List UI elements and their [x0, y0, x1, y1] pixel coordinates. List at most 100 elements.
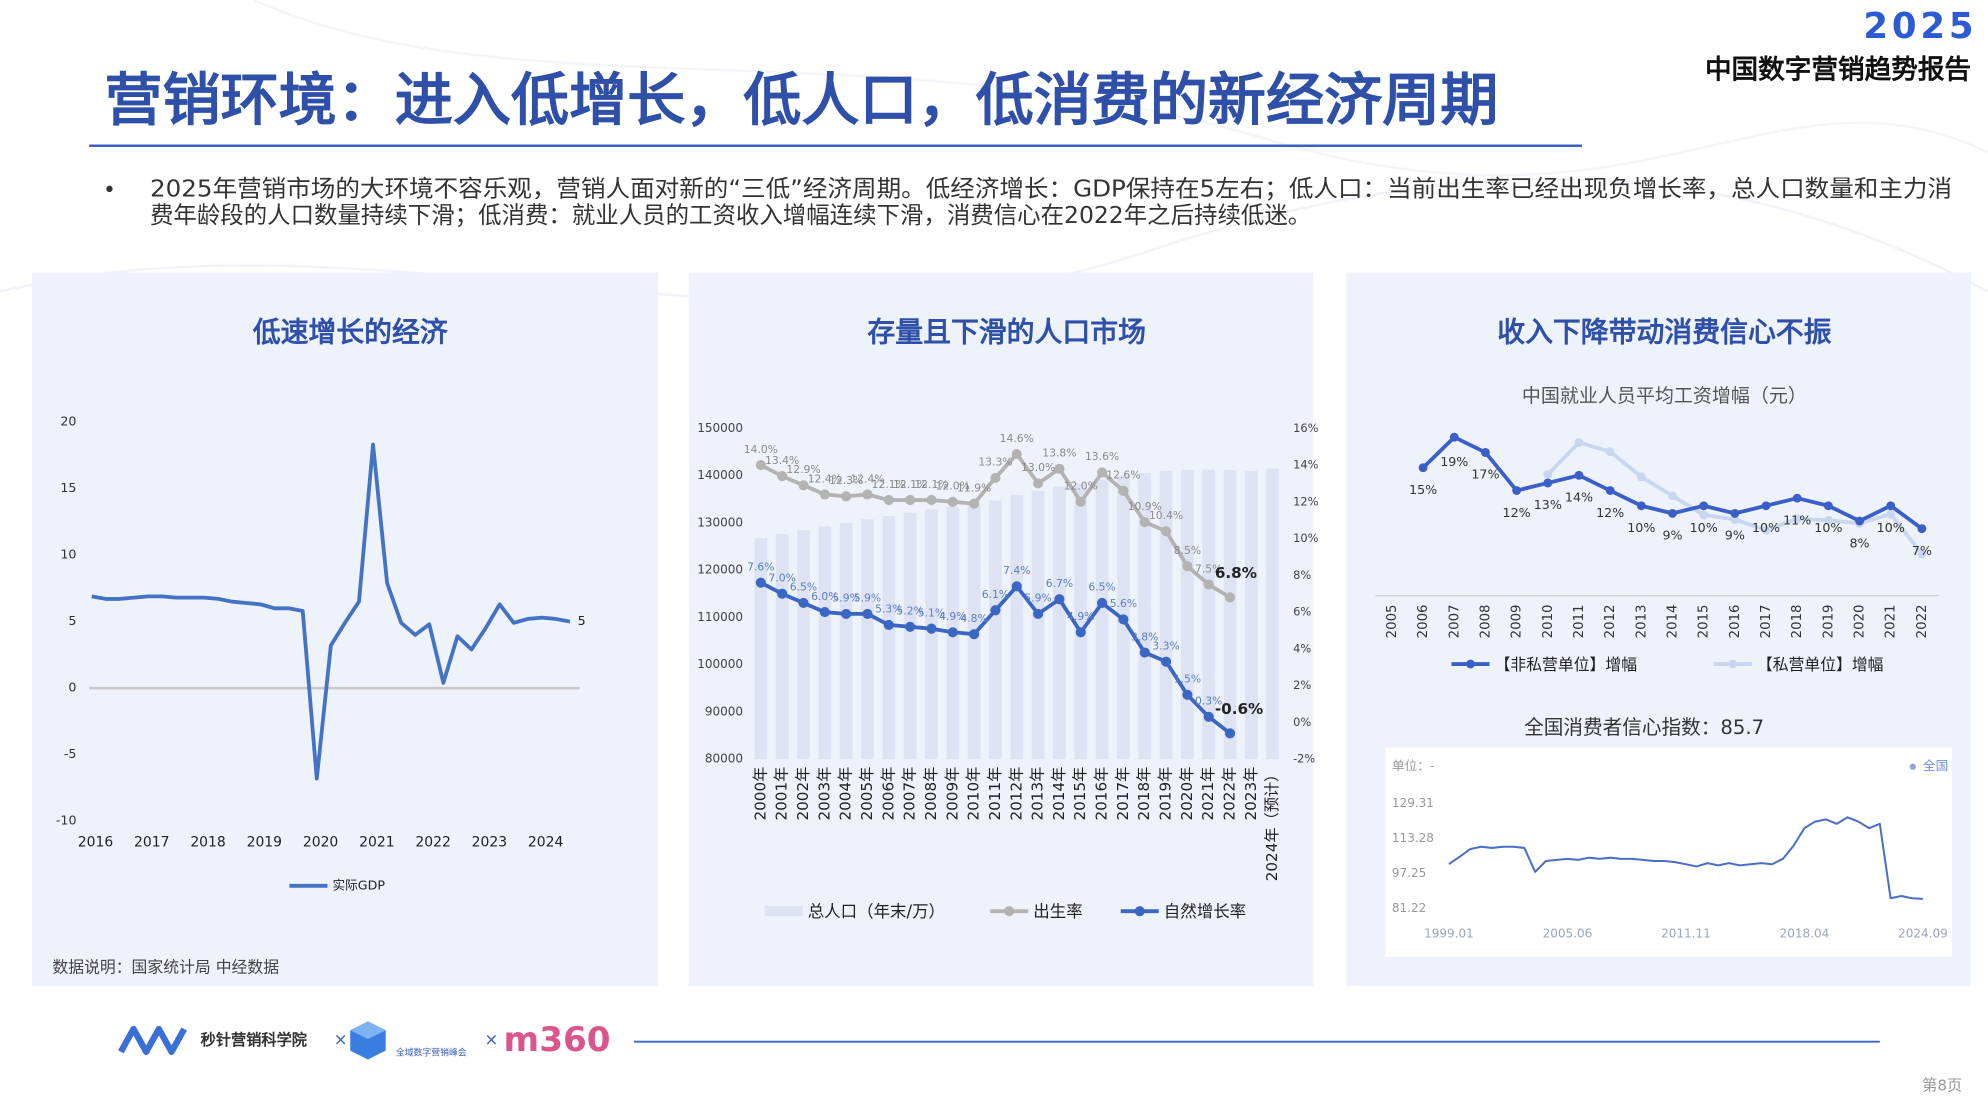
- legend-label: 【非私营单位】增幅: [1495, 655, 1638, 674]
- data-label: 11%: [1783, 512, 1811, 527]
- x-tick-label: 2017年: [1114, 767, 1132, 821]
- data-label: 5.2%: [896, 605, 923, 618]
- point: [798, 480, 809, 491]
- data-label: 10%: [1627, 520, 1655, 535]
- point: [1543, 478, 1553, 488]
- y-tick-label: 110000: [697, 610, 743, 624]
- x-tick-label: 2008年: [922, 767, 940, 821]
- x-tick-label: 2023年: [1242, 767, 1260, 821]
- x-tick-label: 2004年: [837, 767, 855, 821]
- inner-chart-box: [1385, 747, 1953, 957]
- point: [1823, 515, 1833, 525]
- point: [1792, 493, 1802, 503]
- point: [926, 494, 937, 506]
- slide-title: 营销环境：进入低增长，低人口，低消费的新经济周期: [104, 68, 1498, 134]
- y2-tick-label: 8%: [1293, 568, 1311, 582]
- legend-marker: [1728, 659, 1738, 669]
- x-tick-label: 2015年: [1071, 767, 1089, 821]
- data-label: 9%: [1662, 528, 1682, 543]
- x-tick-label: 2003年: [815, 767, 833, 821]
- point: [1118, 614, 1129, 625]
- x-tick-label: 2000年: [751, 767, 769, 821]
- chart-title: 收入下降带动消费信心不振: [1497, 315, 1831, 348]
- x-tick-label: 2001年: [773, 767, 791, 821]
- legend-label: 出生率: [1033, 902, 1082, 921]
- legend-label: 全国: [1923, 758, 1948, 773]
- y2-tick-label: 10%: [1293, 531, 1318, 545]
- data-label: 7%: [1912, 543, 1932, 558]
- point: [755, 577, 766, 588]
- legend-marker: [1004, 906, 1015, 917]
- x-tick-label: 2018: [190, 835, 225, 851]
- point: [1160, 526, 1172, 537]
- point: [1823, 501, 1833, 511]
- legend-label: 【私营单位】增幅: [1757, 655, 1884, 674]
- point: [1699, 501, 1709, 511]
- point: [1636, 472, 1646, 482]
- x-tick-label: 2007: [1447, 604, 1462, 638]
- y-tick-label: 150000: [697, 421, 743, 435]
- x-tick-label: 2012: [1603, 604, 1618, 638]
- panel: [32, 272, 659, 986]
- x-tick-label: 2013: [1634, 604, 1649, 638]
- point: [947, 496, 958, 507]
- legend-label: 实际GDP: [332, 877, 385, 892]
- chart-title: 存量且下滑的人口市场: [867, 315, 1146, 348]
- point: [841, 491, 852, 502]
- legend-label: 总人口（年末/万）: [808, 902, 945, 921]
- y-tick-label: 100000: [697, 657, 743, 671]
- data-label: 7.0%: [768, 572, 795, 585]
- x-tick-label: 2013年: [1029, 767, 1047, 821]
- point: [990, 472, 1001, 484]
- point: [819, 607, 830, 618]
- x-tick-label: 2018年: [1135, 767, 1153, 821]
- y-tick-label: -10: [56, 813, 77, 828]
- legend-swatch: [764, 906, 803, 917]
- y2-tick-label: 4%: [1293, 641, 1311, 655]
- x-tick-label: 2009: [1510, 604, 1525, 638]
- data-label: 11.9%: [957, 481, 991, 494]
- x-tick-label: 2016: [1728, 604, 1743, 638]
- data-label: 4.8%: [960, 612, 987, 625]
- decor-curve: [0, 177, 1988, 303]
- x-tick-label: 2008: [1478, 604, 1493, 638]
- y2-tick-label: 16%: [1293, 421, 1318, 435]
- data-label: 5.9%: [854, 592, 881, 605]
- data-note: 数据说明：国家统计局 中经数据: [52, 958, 279, 977]
- y-tick-label: 120000: [697, 563, 743, 577]
- point: [883, 494, 894, 506]
- data-label: 13.3%: [978, 456, 1012, 469]
- x-tick-label: 2017: [1759, 604, 1774, 638]
- data-label: 17%: [1471, 467, 1499, 482]
- x-tick-label: 2018.04: [1780, 926, 1830, 940]
- data-label: 6.0%: [811, 590, 838, 603]
- data-label: 12%: [1503, 505, 1531, 520]
- x-tick-label: 2009年: [943, 767, 961, 821]
- bar: [882, 515, 896, 760]
- y-tick-label: 130000: [697, 515, 743, 529]
- data-label: 6.1%: [982, 588, 1009, 601]
- x-tick-label: 2020: [1853, 604, 1868, 638]
- x-tick-label: 2005年: [858, 767, 876, 821]
- point: [969, 629, 980, 640]
- point: [1139, 516, 1150, 528]
- y-tick-label: 80000: [705, 752, 743, 766]
- data-label: 5: [578, 613, 586, 628]
- bar: [797, 530, 810, 760]
- point: [1574, 470, 1584, 480]
- y-tick-label: 140000: [697, 468, 743, 482]
- data-label: 1.5%: [1174, 673, 1201, 686]
- report-name: 中国数字营销趋势报告: [1705, 54, 1971, 85]
- data-label: 12.0%: [936, 480, 970, 493]
- logo-year: 2025: [1863, 6, 1977, 47]
- data-label: 12.4%: [808, 472, 842, 485]
- bar: [861, 519, 874, 760]
- point: [1792, 514, 1802, 524]
- x-tick-label: 2014年: [1050, 767, 1068, 821]
- point: [862, 608, 873, 619]
- x-tick-label: 2010年: [965, 767, 983, 821]
- point: [1139, 647, 1150, 658]
- point: [841, 608, 852, 619]
- chart-subtitle: 中国就业人员平均工资增幅（元）: [1522, 385, 1807, 407]
- point: [1917, 549, 1927, 559]
